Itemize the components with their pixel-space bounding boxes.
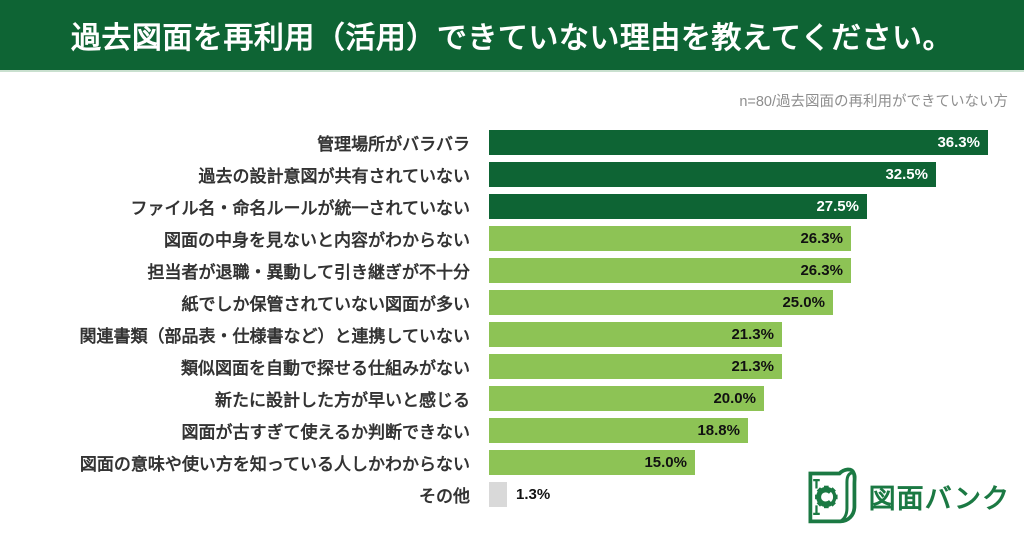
value-label: 21.3% — [731, 357, 774, 375]
value-label: 36.3% — [937, 133, 980, 151]
chart-row: 担当者が退職・異動して引き継ぎが不十分 26.3% — [0, 254, 1024, 286]
sample-size-note: n=80/過去図面の再利用ができていない方 — [739, 94, 1008, 110]
value-label: 25.0% — [782, 293, 825, 311]
bar: 18.8% — [489, 417, 748, 443]
value-label: 20.0% — [713, 389, 756, 407]
bar-zone: 27.5% — [489, 193, 1024, 219]
bar — [489, 481, 507, 507]
bar: 25.0% — [489, 289, 833, 315]
logo-wordmark: 図面バンク — [868, 483, 1010, 514]
zumen-bank-logo: 図面バンク — [801, 465, 1010, 527]
chart-row: 関連書類（部品表・仕様書など）と連携していない 21.3% — [0, 318, 1024, 350]
chart-row: 管理場所がバラバラ 36.3% — [0, 126, 1024, 158]
bar-zone: 18.8% — [489, 417, 1024, 443]
category-label: 関連書類（部品表・仕様書など）と連携していない — [79, 326, 471, 346]
bar-zone: 36.3% — [489, 129, 1024, 155]
bar: 26.3% — [489, 225, 851, 251]
bar-zone: 26.3% — [489, 225, 1024, 251]
bar: 21.3% — [489, 353, 782, 379]
chart-row: 新たに設計した方が早いと感じる 20.0% — [0, 382, 1024, 414]
category-label: 図面の中身を見ないと内容がわからない — [164, 230, 470, 250]
drawing-gear-icon — [808, 467, 857, 524]
chart-row: 過去の設計意図が共有されていない 32.5% — [0, 158, 1024, 190]
chart-row: 紙でしか保管されていない図面が多い 25.0% — [0, 286, 1024, 318]
bar: 32.5% — [489, 161, 936, 187]
value-label: 1.3% — [516, 485, 551, 503]
bar: 26.3% — [489, 257, 851, 283]
chart-row: その他 1.3% — [0, 478, 1024, 510]
category-label: 管理場所がバラバラ — [317, 134, 470, 154]
category-label: 類似図面を自動で探せる仕組みがない — [181, 358, 470, 378]
bar: 20.0% — [489, 385, 764, 411]
category-label: ファイル名・命名ルールが統一されていない — [130, 198, 471, 218]
header-banner: 過去図面を再利用（活用）できていない理由を教えてください。 — [0, 0, 1024, 72]
category-label: 担当者が退職・異動して引き継ぎが不十分 — [147, 262, 471, 282]
value-label: 26.3% — [800, 229, 843, 247]
bar-zone: 1.3% — [489, 481, 1024, 507]
bar-zone: 21.3% — [489, 353, 1024, 379]
bar-zone: 26.3% — [489, 257, 1024, 283]
chart-row: 類似図面を自動で探せる仕組みがない 21.3% — [0, 350, 1024, 382]
bar-zone: 20.0% — [489, 385, 1024, 411]
value-label: 32.5% — [885, 165, 928, 183]
category-label: 紙でしか保管されていない図面が多い — [181, 294, 471, 314]
category-label: 新たに設計した方が早いと感じる — [215, 390, 470, 410]
bar-zone: 32.5% — [489, 161, 1024, 187]
page-title: 過去図面を再利用（活用）できていない理由を教えてください。 — [70, 22, 954, 55]
chart-row: ファイル名・命名ルールが統一されていない 27.5% — [0, 190, 1024, 222]
bar: 15.0% — [489, 449, 695, 475]
category-label: その他 — [419, 486, 470, 506]
chart-row: 図面の中身を見ないと内容がわからない 26.3% — [0, 222, 1024, 254]
value-label: 21.3% — [731, 325, 774, 343]
category-label: 過去の設計意図が共有されていない — [198, 166, 471, 186]
chart-row: 図面が古すぎて使えるか判断できない 18.8% — [0, 414, 1024, 446]
gear-glyph — [814, 485, 838, 509]
bar-zone: 25.0% — [489, 289, 1024, 315]
value-label: 18.8% — [697, 421, 740, 439]
category-label: 図面が古すぎて使えるか判断できない — [181, 422, 471, 442]
bar-zone: 21.3% — [489, 321, 1024, 347]
bar: 36.3% — [489, 129, 988, 155]
bar-chart: 管理場所がバラバラ 36.3% 過去の設計意図が共有されていない 32.5% フ… — [0, 126, 1024, 510]
bar-zone: 15.0% — [489, 449, 1024, 475]
value-label: 27.5% — [816, 197, 859, 215]
bar: 21.3% — [489, 321, 782, 347]
bar: 27.5% — [489, 193, 867, 219]
value-label: 15.0% — [644, 453, 687, 471]
value-label: 26.3% — [800, 261, 843, 279]
chart-row: 図面の意味や使い方を知っている人しかわからない 15.0% — [0, 446, 1024, 478]
category-label: 図面の意味や使い方を知っている人しかわからない — [79, 454, 470, 474]
